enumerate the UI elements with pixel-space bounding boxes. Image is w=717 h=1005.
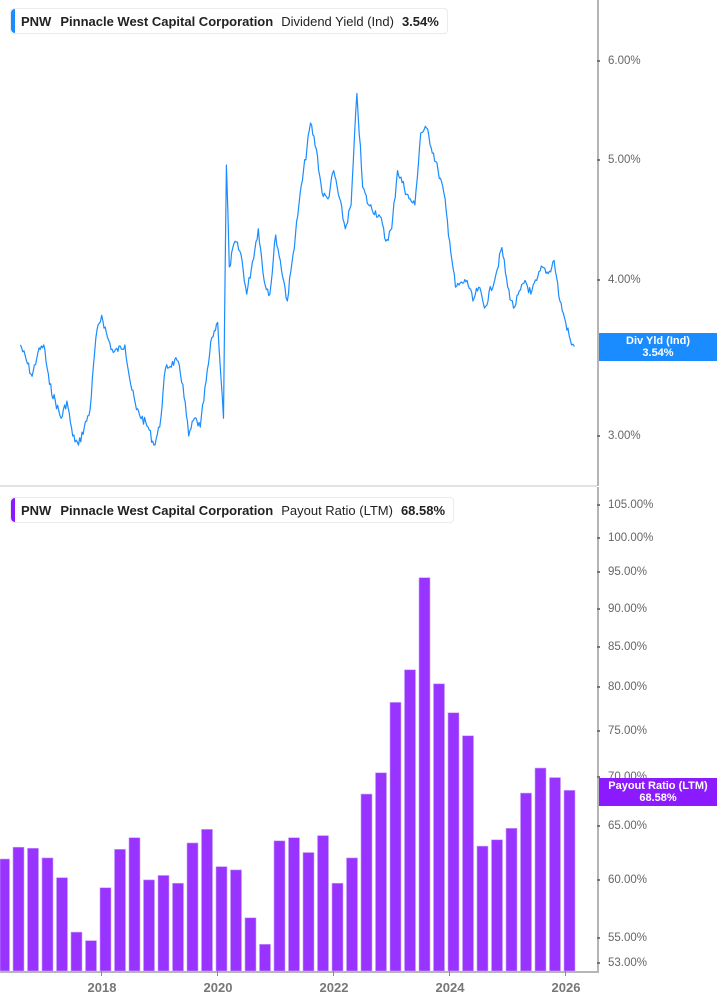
y-tick-80: 80.00% <box>596 681 647 693</box>
payout-bar[interactable] <box>244 917 257 972</box>
legend-value: 3.54% <box>401 13 439 29</box>
payout-bar[interactable] <box>201 829 213 972</box>
payout-bar[interactable] <box>0 858 10 972</box>
y-tick-65: 65.00% <box>596 820 647 832</box>
payout-bar[interactable] <box>288 837 300 972</box>
payout-bar[interactable] <box>230 869 242 972</box>
payout-bar[interactable] <box>418 577 431 972</box>
value-label-value: 68.58% <box>639 792 677 804</box>
x-tick-2020: 2020 <box>203 980 233 995</box>
x-axis-line <box>0 971 599 973</box>
payout-bar[interactable] <box>143 879 155 972</box>
payout-bar[interactable] <box>404 669 416 972</box>
y-axis-line-top <box>597 0 599 486</box>
legend-ticker: PNW <box>21 13 52 29</box>
payout-bar[interactable] <box>273 840 286 972</box>
payout-bar[interactable] <box>186 842 199 972</box>
x-tick-mark <box>333 971 334 976</box>
y-tick-5: 5.00% <box>597 154 641 166</box>
x-tick-2024: 2024 <box>435 980 465 995</box>
payout-bar[interactable] <box>172 882 184 972</box>
dividend-yield-panel: PNW Pinnacle West Capital Corporation Di… <box>0 0 717 486</box>
payout-ratio-legend[interactable]: PNW Pinnacle West Capital Corporation Pa… <box>10 497 455 523</box>
x-tick-2018: 2018 <box>87 980 117 995</box>
payout-bar[interactable] <box>317 835 329 972</box>
payout-bar[interactable] <box>346 857 358 972</box>
y-tick-90: 90.00% <box>596 603 647 615</box>
legend-ticker: PNW <box>21 502 52 518</box>
payout-bar[interactable] <box>157 875 170 972</box>
value-label-title: Div Yld (Ind) <box>626 335 690 347</box>
payout-bar[interactable] <box>70 931 83 972</box>
payout-bar[interactable] <box>259 944 271 972</box>
series-color-swatch <box>11 498 15 522</box>
payout-bar[interactable] <box>462 735 474 972</box>
x-tick-mark <box>217 971 218 976</box>
y-tick-4: 4.00% <box>597 274 641 286</box>
y-tick-100: 100.00% <box>596 532 653 544</box>
payout-bar[interactable] <box>491 839 503 972</box>
x-tick-mark <box>449 971 450 976</box>
x-tick-mark <box>101 971 102 976</box>
y-tick-3: 3.00% <box>597 430 641 442</box>
value-label-title: Payout Ratio (LTM) <box>608 780 708 792</box>
payout-bar[interactable] <box>520 792 532 972</box>
payout-bar[interactable] <box>549 777 561 972</box>
dividend-yield-line[interactable] <box>19 92 575 446</box>
y-tick-53: 53.00% <box>596 957 647 969</box>
payout-bar[interactable] <box>360 793 373 972</box>
payout-bar[interactable] <box>114 849 126 972</box>
x-tick-2022: 2022 <box>319 980 349 995</box>
payout-bar[interactable] <box>389 702 402 972</box>
value-label-value: 3.54% <box>642 347 674 359</box>
y-axis-line-bottom <box>597 487 599 972</box>
dividend-yield-value-label: Div Yld (Ind) 3.54% <box>599 333 717 361</box>
payout-bar[interactable] <box>56 877 68 972</box>
x-tick-2026: 2026 <box>551 980 581 995</box>
y-tick-85: 85.00% <box>596 641 647 653</box>
y-tick-75: 75.00% <box>596 725 647 737</box>
payout-bar[interactable] <box>302 852 315 972</box>
series-color-swatch <box>11 9 15 33</box>
y-tick-95: 95.00% <box>596 566 647 578</box>
payout-bar[interactable] <box>476 845 489 972</box>
legend-value: 68.58% <box>400 502 446 518</box>
payout-bar[interactable] <box>27 847 39 972</box>
payout-bar[interactable] <box>433 683 445 972</box>
payout-bar[interactable] <box>447 712 460 972</box>
payout-bar[interactable] <box>85 940 97 972</box>
payout-ratio-value-label: Payout Ratio (LTM) 68.58% <box>599 778 717 806</box>
dividend-yield-line-chart[interactable] <box>0 0 597 486</box>
payout-bar[interactable] <box>563 790 576 972</box>
payout-bar[interactable] <box>128 837 141 972</box>
legend-metric: Payout Ratio (LTM) <box>281 502 393 518</box>
dividend-yield-legend[interactable]: PNW Pinnacle West Capital Corporation Di… <box>10 8 448 34</box>
legend-company: Pinnacle West Capital Corporation <box>60 502 274 518</box>
payout-bar[interactable] <box>41 857 54 972</box>
panel-divider[interactable] <box>0 485 597 487</box>
payout-ratio-bar-chart[interactable] <box>0 0 597 1005</box>
payout-bar[interactable] <box>215 866 228 972</box>
payout-bar[interactable] <box>375 772 387 972</box>
y-tick-60: 60.00% <box>596 874 647 886</box>
legend-company: Pinnacle West Capital Corporation <box>60 13 274 29</box>
legend-metric: Dividend Yield (Ind) <box>281 13 394 29</box>
payout-bar[interactable] <box>505 828 518 972</box>
x-tick-mark <box>565 971 566 976</box>
payout-bar[interactable] <box>331 882 344 972</box>
payout-bar[interactable] <box>12 846 25 972</box>
payout-bar[interactable] <box>534 767 547 972</box>
payout-bar[interactable] <box>99 887 112 972</box>
y-tick-105: 105.00% <box>596 499 653 511</box>
y-tick-6: 6.00% <box>597 55 641 67</box>
y-tick-55: 55.00% <box>596 932 647 944</box>
